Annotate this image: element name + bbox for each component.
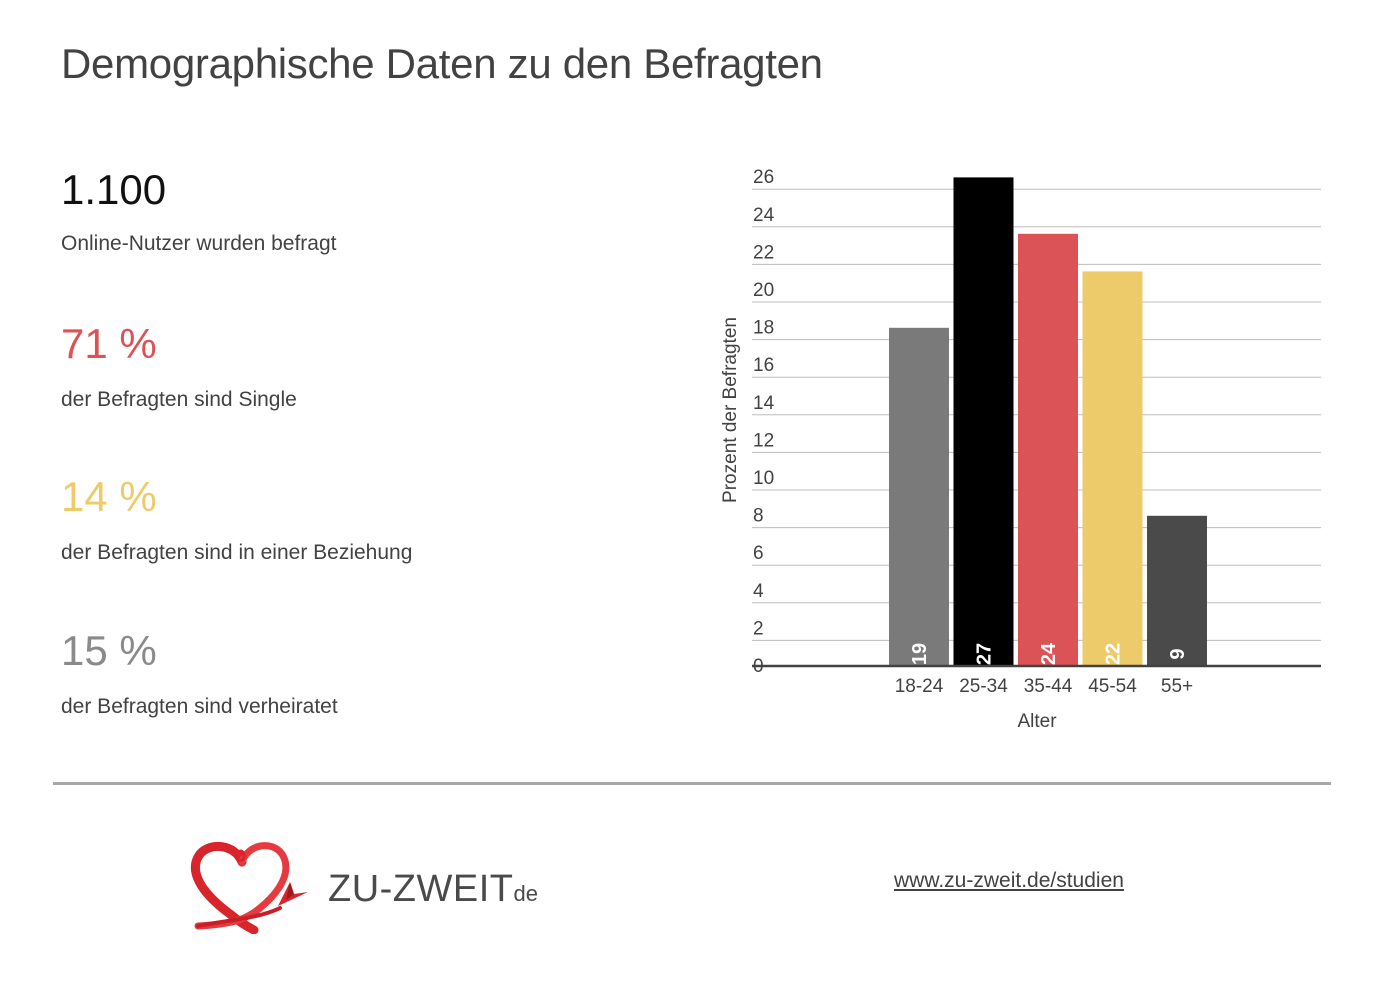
- y-tick-label: 24: [753, 205, 775, 226]
- x-tick-label: 25-34: [959, 676, 1008, 697]
- y-tick-label: 8: [753, 506, 764, 527]
- data-label: 19: [909, 643, 931, 665]
- y-axis-title: Prozent der Befragten: [720, 317, 741, 503]
- y-tick-label: 26: [753, 167, 774, 188]
- stat-respondents: 1.100 Online-Nutzer wurden befragt: [61, 166, 336, 256]
- y-tick-label: 14: [753, 393, 775, 414]
- y-tick-label: 18: [753, 318, 774, 339]
- bar: [889, 327, 949, 666]
- stat-value: 14 %: [61, 473, 157, 520]
- bar: [1082, 271, 1143, 666]
- page-title: Demographische Daten zu den Befragten: [61, 40, 823, 87]
- stat-label: der Befragten sind in einer Beziehung: [61, 541, 413, 564]
- divider: [53, 782, 1331, 785]
- stat-label: der Befragten sind Single: [61, 388, 297, 411]
- stat-label: Online-Nutzer wurden befragt: [61, 232, 337, 255]
- y-tick-label: 10: [753, 468, 774, 489]
- logo-text: ZU-ZWEIT: [328, 868, 514, 910]
- data-label: 24: [1038, 642, 1060, 665]
- x-tick-label: 18-24: [895, 676, 944, 697]
- x-tick-label: 55+: [1161, 676, 1193, 697]
- y-tick-label: 16: [753, 355, 774, 376]
- bar: [953, 177, 1014, 666]
- y-tick-label: 6: [753, 543, 764, 564]
- stat-value: 15 %: [61, 627, 157, 674]
- stat-label: der Befragten sind verheiratet: [61, 695, 338, 718]
- stat-value: 71 %: [61, 320, 157, 367]
- stat-married: 15 % der Befragten sind verheiratet: [61, 627, 338, 719]
- y-tick-label: 22: [753, 242, 774, 263]
- logo-tld: de: [513, 881, 538, 906]
- bar: [1018, 233, 1078, 667]
- x-tick-label: 45-54: [1088, 676, 1137, 697]
- y-tick-label: 20: [753, 280, 774, 301]
- data-label: 27: [974, 643, 996, 665]
- data-label: 22: [1103, 643, 1125, 665]
- age-bar-chart: 024681012141618202224261918-242725-34243…: [720, 167, 1321, 732]
- x-tick-label: 35-44: [1024, 676, 1073, 697]
- y-tick-label: 12: [753, 430, 774, 451]
- data-label: 9: [1167, 648, 1189, 659]
- stat-value: 1.100: [61, 166, 167, 213]
- x-axis-title: Alter: [1017, 711, 1057, 732]
- logo-wordmark: ZU-ZWEITde: [328, 868, 538, 911]
- y-tick-label: 2: [753, 618, 764, 639]
- y-tick-label: 4: [753, 581, 764, 602]
- heart-logo-icon: [191, 842, 308, 934]
- stat-relationship: 14 % der Befragten sind in einer Beziehu…: [61, 473, 412, 565]
- bar: [1147, 515, 1207, 666]
- study-link[interactable]: www.zu-zweit.de/studien: [894, 869, 1124, 892]
- stat-single: 71 % der Befragten sind Single: [61, 320, 297, 412]
